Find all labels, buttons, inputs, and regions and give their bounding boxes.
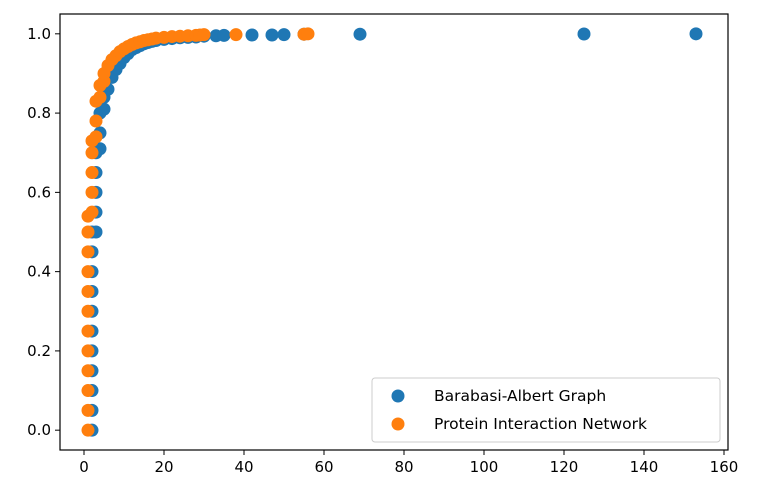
data-point — [81, 265, 95, 279]
data-point — [81, 344, 95, 358]
x-tick-label: 80 — [394, 458, 413, 476]
plot-area — [60, 14, 728, 450]
data-point — [81, 304, 95, 318]
data-point — [81, 364, 95, 378]
data-point — [577, 27, 591, 41]
data-point — [81, 384, 95, 398]
data-point — [245, 28, 259, 42]
y-axis: 0.0 0.2 0.4 0.6 0.8 1.0 — [27, 25, 60, 439]
data-point — [81, 403, 95, 417]
legend-marker — [391, 417, 405, 431]
legend-marker — [391, 389, 405, 403]
x-tick-label: 60 — [314, 458, 333, 476]
data-point — [301, 27, 315, 41]
plot-frame — [59, 13, 729, 451]
data-point — [97, 102, 111, 116]
x-tick-label: 20 — [154, 458, 173, 476]
data-point — [81, 324, 95, 338]
y-tick-label: 1.0 — [27, 25, 51, 43]
legend-label: Barabasi-Albert Graph — [434, 387, 606, 405]
data-point — [353, 27, 367, 41]
legend: Barabasi-Albert Graph Protein Interaction… — [371, 377, 721, 443]
data-point — [89, 114, 103, 128]
x-tick-label: 0 — [79, 458, 89, 476]
y-tick-label: 0.6 — [27, 183, 51, 201]
x-tick-label: 100 — [470, 458, 499, 476]
y-tick-label: 0.0 — [27, 421, 51, 439]
legend-label: Protein Interaction Network — [434, 415, 647, 433]
data-point — [85, 146, 99, 160]
legend-box — [371, 377, 721, 443]
x-tick-label: 160 — [710, 458, 739, 476]
data-point — [85, 185, 99, 199]
y-tick-label: 0.2 — [27, 342, 51, 360]
series-1 — [81, 27, 315, 437]
data-point — [81, 225, 95, 239]
data-point — [217, 28, 231, 42]
x-tick-label: 40 — [234, 458, 253, 476]
x-tick-label: 120 — [550, 458, 579, 476]
data-points — [81, 27, 703, 437]
data-point — [277, 28, 291, 42]
data-point — [85, 205, 99, 219]
data-point — [81, 284, 95, 298]
data-point — [93, 90, 107, 104]
data-point — [89, 130, 103, 144]
data-point — [265, 28, 279, 42]
data-point — [197, 28, 211, 42]
y-tick-label: 0.4 — [27, 263, 51, 281]
data-point — [229, 28, 243, 42]
data-point — [85, 166, 99, 180]
data-point — [81, 423, 95, 437]
x-axis: 0 20 40 60 80 100 120 140 160 — [79, 450, 738, 476]
data-point — [81, 245, 95, 259]
x-tick-label: 140 — [630, 458, 659, 476]
data-point — [689, 27, 703, 41]
y-tick-label: 0.8 — [27, 104, 51, 122]
